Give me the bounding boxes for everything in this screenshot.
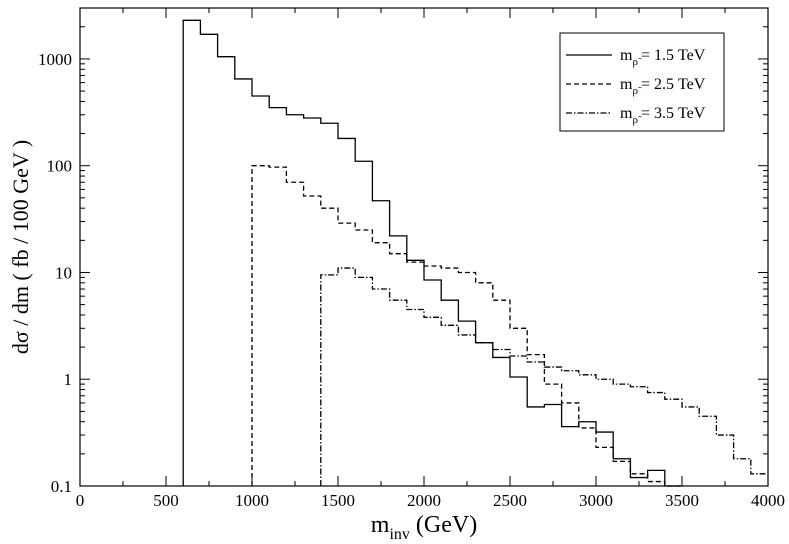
y-axis-title: dσ / dm ( fb / 100 GeV ) — [8, 140, 33, 354]
x-tick-label: 3000 — [579, 491, 613, 510]
series-line-3 — [320, 267, 768, 486]
x-tick-label: 2000 — [407, 491, 441, 510]
legend-label-value: = 2.5 TeV — [641, 76, 706, 93]
y-tick-label: 0.1 — [51, 477, 72, 496]
legend-label-2: mρ̃ = 2.5 TeV — [620, 76, 706, 97]
x-tick-label: 2500 — [493, 491, 527, 510]
legend-label-main: m — [620, 105, 633, 122]
series-line-2 — [251, 165, 682, 487]
x-tick-label: 1000 — [235, 491, 269, 510]
legend-label-value: = 3.5 TeV — [641, 105, 706, 122]
x-axis-title-unit: (GeV) — [416, 512, 477, 538]
x-tick-label: 3500 — [665, 491, 699, 510]
legend-box — [559, 32, 725, 132]
legend-label-sub: ρ̃ — [632, 85, 641, 97]
y-axis-ticks: 0.1 1 10 100 1000 — [38, 7, 768, 496]
series-line-1 — [182, 19, 682, 487]
legend-label-main: m — [620, 47, 633, 64]
x-tick-label: 1500 — [321, 491, 355, 510]
series-layer — [182, 19, 768, 487]
x-axis-title: minv (GeV) — [371, 512, 477, 543]
x-tick-label: 4000 — [751, 491, 785, 510]
x-tick-label: 500 — [153, 491, 179, 510]
x-axis-ticks: 0 500 1000 1500 2000 2500 3000 3500 4000 — [76, 8, 785, 510]
legend-label-sub: ρ̃ — [632, 56, 641, 68]
legend-label-3: mρ̃ = 3.5 TeV — [620, 105, 706, 126]
x-axis-title-main: m — [371, 512, 390, 538]
y-tick-label: 100 — [47, 157, 73, 176]
y-tick-label: 10 — [55, 263, 72, 282]
legend-label-value: = 1.5 TeV — [641, 47, 706, 64]
y-tick-label: 1000 — [38, 50, 72, 69]
legend-label-main: m — [620, 76, 633, 93]
legend-label-sub: ρ̃ — [632, 114, 641, 126]
y-tick-label: 1 — [64, 370, 73, 389]
x-axis-title-sub: inv — [389, 526, 409, 543]
x-tick-label: 0 — [76, 491, 85, 510]
legend-label-1: mρ̃ = 1.5 TeV — [620, 47, 706, 68]
